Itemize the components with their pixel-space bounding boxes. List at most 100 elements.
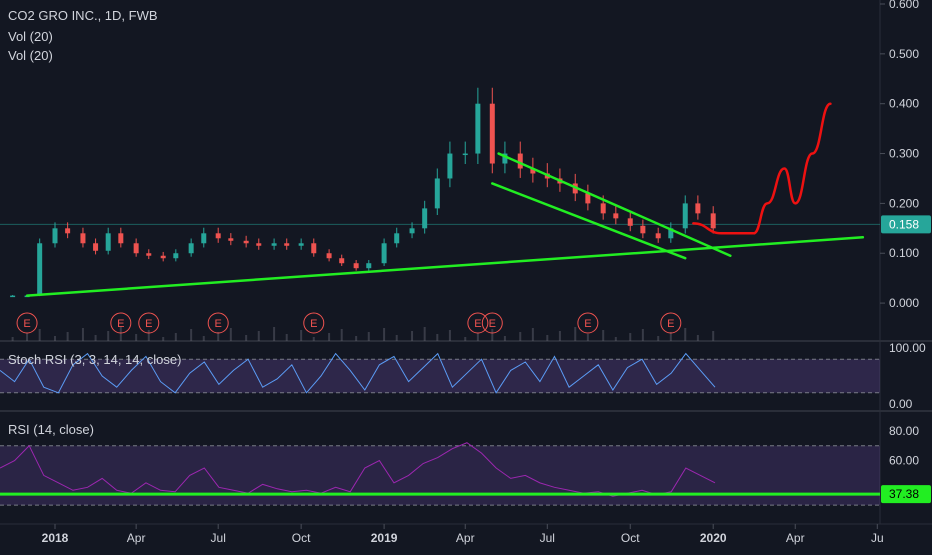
volume-bar xyxy=(162,337,165,341)
candle-body xyxy=(118,233,124,244)
volume-bar xyxy=(448,330,451,341)
projection-path xyxy=(692,102,832,235)
candle-body xyxy=(146,253,152,256)
stoch-y-tick: 100.00 xyxy=(889,341,926,355)
candle-body xyxy=(502,153,508,164)
candle-body xyxy=(489,103,495,164)
y-tick-label: 0.200 xyxy=(889,196,919,210)
stoch-title: Stoch RSI (3, 3, 14, 14, close) xyxy=(8,352,181,367)
volume-bar xyxy=(411,331,414,341)
volume-bar xyxy=(147,330,150,341)
earnings-label: E xyxy=(145,318,152,330)
volume-bar xyxy=(245,335,248,341)
candle-body xyxy=(434,178,440,209)
volume-bar xyxy=(202,336,205,341)
earnings-marker xyxy=(467,312,489,334)
candle-body xyxy=(188,243,194,254)
candle-body xyxy=(394,233,400,244)
x-tick-label: 2020 xyxy=(700,531,727,545)
volume-bar xyxy=(328,333,331,341)
price-label-box xyxy=(881,215,931,234)
candle-body xyxy=(640,225,646,234)
candle-body xyxy=(381,243,387,264)
candle-body xyxy=(585,193,591,204)
candle-body xyxy=(600,203,606,214)
volume-bar xyxy=(38,329,41,341)
candle-body xyxy=(65,228,71,234)
volume-bar xyxy=(574,327,577,341)
earnings-label: E xyxy=(23,318,30,330)
candle-body xyxy=(326,253,332,259)
volume-bar xyxy=(94,335,97,341)
volume-bar xyxy=(340,329,343,341)
channel-upper-line xyxy=(497,152,732,257)
volume-bar xyxy=(367,332,370,341)
volume-bar xyxy=(464,337,467,341)
volume-bar xyxy=(383,328,386,341)
earnings-label: E xyxy=(474,318,481,330)
earnings-label: E xyxy=(310,318,317,330)
candle-body xyxy=(133,243,139,254)
candle-body xyxy=(409,228,415,234)
earnings-marker xyxy=(577,312,599,334)
candle-body xyxy=(173,253,179,259)
volume-bar xyxy=(712,331,715,341)
candle-body xyxy=(530,168,536,174)
candle-body xyxy=(80,233,86,244)
candle-body xyxy=(228,238,234,241)
candle-body xyxy=(37,243,43,296)
candle-body xyxy=(105,233,111,251)
x-tick-label: Apr xyxy=(786,531,805,545)
candle-body xyxy=(243,240,249,244)
candle-body xyxy=(311,243,317,254)
volume-legend-1: Vol (20) xyxy=(8,29,53,44)
volume-bar xyxy=(629,333,632,341)
earnings-marker xyxy=(660,312,682,334)
x-tick-label: Jul xyxy=(211,531,226,545)
volume-bar xyxy=(26,333,29,341)
candle-body xyxy=(366,263,372,269)
earnings-marker xyxy=(138,312,160,334)
earnings-marker xyxy=(110,312,132,334)
stoch-k-line xyxy=(0,352,716,394)
candle-body xyxy=(475,103,481,154)
symbol-title: CO2 GRO INC., 1D, FWB xyxy=(8,8,158,23)
candle-body xyxy=(668,228,674,239)
candle-body xyxy=(655,233,661,239)
y-tick-label: 0.600 xyxy=(889,0,919,11)
volume-bar xyxy=(66,332,69,341)
candle-body xyxy=(10,295,16,298)
candle-body xyxy=(52,228,58,244)
candle-body xyxy=(710,213,716,229)
candle-body xyxy=(613,213,619,219)
rsi-band xyxy=(0,445,880,506)
rsi-y-tick: 80.00 xyxy=(889,424,919,438)
stoch-band xyxy=(0,359,880,393)
earnings-marker xyxy=(207,312,229,334)
volume-bar xyxy=(436,334,439,341)
volume-bar xyxy=(285,334,288,341)
x-tick-label: Apr xyxy=(127,531,146,545)
price-label: 0.158 xyxy=(889,217,919,231)
volume-bar xyxy=(476,333,479,341)
x-tick-label: 2019 xyxy=(371,531,398,545)
candle-body xyxy=(627,218,633,226)
volume-bar xyxy=(229,328,232,341)
candle-body xyxy=(201,233,207,244)
candle-body xyxy=(93,243,99,251)
volume-bar xyxy=(257,331,260,341)
volume-bar xyxy=(119,327,122,341)
candle-body xyxy=(447,153,453,179)
earnings-label: E xyxy=(117,318,124,330)
rsi-title: RSI (14, close) xyxy=(8,422,94,437)
earnings-marker xyxy=(481,312,503,334)
volume-legend-2: Vol (20) xyxy=(8,48,53,63)
support-trendline xyxy=(25,236,865,297)
volume-bar xyxy=(602,330,605,341)
volume-bar xyxy=(135,334,138,341)
volume-bar xyxy=(531,328,534,341)
candle-body xyxy=(695,203,701,214)
candle-body xyxy=(339,258,345,264)
volume-bar xyxy=(300,330,303,341)
